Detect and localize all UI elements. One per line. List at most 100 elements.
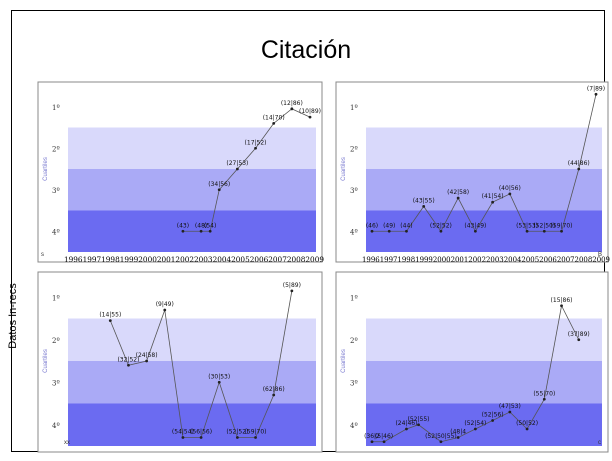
y-tick-label: 3º [52,187,60,195]
data-point [405,230,408,233]
data-point [508,411,511,414]
chart-panel-top-left: 1º 2º 3º 4º Cuartiles 19961997199819992000200… [38,82,324,264]
y-tick-label: 1º [52,294,60,302]
data-point [182,436,185,439]
y-axis-title: Cuartiles [341,349,347,373]
data-label: (10|89) [299,108,321,115]
data-label: (17|52) [245,139,267,146]
data-label: (5|46) [375,433,393,440]
chart-panel-bottom-left: 1º2º3º4ºCuartilesxx(14|55)(32|52)(24|58)… [38,272,322,452]
data-label: (52|54) [464,420,486,427]
data-label: (40|56) [499,185,521,192]
corner-label: xx [64,440,70,446]
y-tick-label: 1º [350,294,358,302]
data-point [309,116,312,119]
y-axis-title: Cuartiles [43,349,49,373]
y-tick-label: 4º [350,422,358,430]
data-point [526,230,529,233]
y-tick-label: 2º [350,145,358,153]
x-tick-labels: 1996199719981999200020012002200320042005… [362,255,610,264]
data-label: (59|70) [551,222,573,229]
data-point [577,338,580,341]
data-point [577,168,580,171]
data-point [371,230,374,233]
data-point [272,394,275,397]
y-tick-label: 3º [350,379,358,387]
corner-label: B [598,252,602,258]
data-label: (14|70) [263,114,285,121]
data-point [254,147,257,150]
data-point [508,193,511,196]
data-label: (47|53) [499,403,521,410]
corner-label: s [41,252,44,258]
data-label: (12|86) [281,100,303,107]
data-point [218,188,221,191]
data-label: (44) [400,222,412,229]
data-point [440,440,443,443]
data-label: (27|53) [226,160,248,167]
data-point [457,436,460,439]
y-tick-label: 1º [350,104,358,112]
data-label: (5|89) [283,282,301,289]
quartile-band [68,319,316,362]
data-point [491,419,494,422]
data-label: (24|58) [136,352,158,359]
data-point [422,205,425,208]
data-point [526,428,529,431]
data-point [457,197,460,200]
data-label: (44|86) [568,160,590,167]
data-label: (50|52) [516,420,538,427]
quartile-band [366,128,602,170]
data-point [474,428,477,431]
data-point [543,230,546,233]
chart-panel-bottom-right: 1º2º3º4ºCuartilesc(36|2(5|46)(24|46)(52|… [336,272,608,452]
quartile-band [366,361,602,404]
data-label: (48|4 [450,429,466,436]
data-label: (56|56) [190,429,212,436]
data-label: (14|55) [99,312,121,319]
data-point [595,93,598,96]
data-label: (52|55) [408,416,430,423]
data-point [560,230,563,233]
data-point [200,230,203,233]
y-tick-label: 2º [52,145,60,153]
data-point [182,230,185,233]
data-point [491,201,494,204]
data-point [440,230,443,233]
data-label: (43|55) [413,197,435,204]
quartile-band [366,319,602,362]
data-label: (42|58) [447,189,469,196]
data-point [543,398,546,401]
data-point [200,436,203,439]
data-label: (46) [366,222,378,229]
data-label: (15|86) [551,297,573,304]
data-point [218,381,221,384]
data-label: (49) [383,222,395,229]
y-tick-label: 2º [52,337,60,345]
data-point [145,360,148,363]
data-point [290,289,293,292]
data-point [290,107,293,110]
quartile-band [366,169,602,211]
data-point [474,230,477,233]
quartile-band [366,86,602,128]
data-point [163,309,166,312]
data-point [371,440,374,443]
data-point [127,364,130,367]
data-label: (43|49) [464,222,486,229]
data-label: (7|89) [587,85,605,92]
y-tick-label: 4º [52,228,60,236]
data-point [209,230,212,233]
data-label: (9|49) [156,301,174,308]
quartile-band [68,404,316,447]
y-axis-title: Cuartiles [43,157,49,181]
data-point [236,436,239,439]
y-tick-label: 4º [52,422,60,430]
data-label: (30|53) [208,373,230,380]
y-tick-label: 4º [350,228,358,236]
data-point [417,423,420,426]
data-point [383,440,386,443]
y-axis-title: Cuartiles [341,157,347,181]
x-tick-labels: 1996199719981999200020012002200320042005… [64,255,324,264]
data-label: (55|70) [533,390,555,397]
